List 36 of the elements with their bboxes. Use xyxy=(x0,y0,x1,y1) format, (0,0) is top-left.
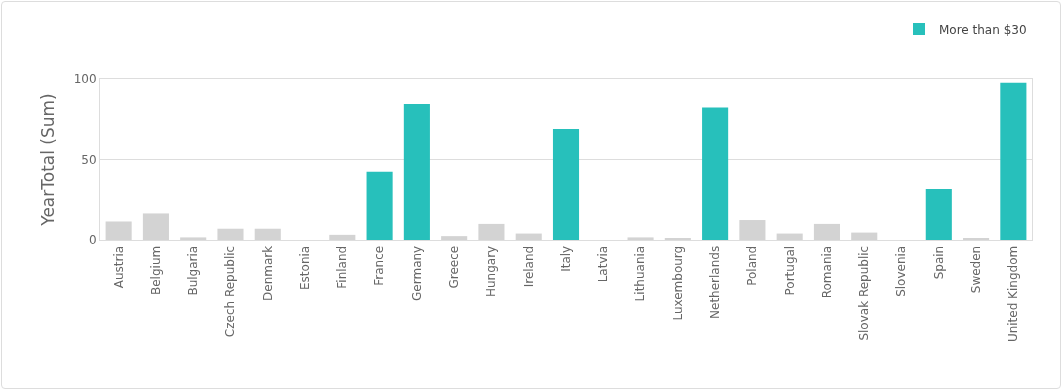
bar xyxy=(403,103,430,240)
x-tick-label: Denmark xyxy=(260,245,275,301)
x-tick-label: Sweden xyxy=(968,245,983,294)
x-tick-label: Romania xyxy=(819,245,834,299)
y-tick-label: 0 xyxy=(88,233,97,248)
x-tick-label: Netherlands xyxy=(708,245,723,319)
x-tick-label: Ireland xyxy=(521,245,536,288)
x-tick-label: Greece xyxy=(447,245,462,289)
x-tick-label: United Kingdom xyxy=(1006,245,1021,343)
x-tick-label: Luxembourg xyxy=(670,245,685,321)
y-tick-label: 100 xyxy=(73,72,97,87)
x-tick-label: France xyxy=(372,245,387,286)
bar xyxy=(366,171,393,240)
bar xyxy=(925,188,952,240)
legend-label: More than $30 xyxy=(939,22,1027,37)
x-tick-label: Bulgaria xyxy=(186,245,201,296)
x-tick-label: Slovak Republic xyxy=(857,245,872,341)
x-tick-label: Estonia xyxy=(297,245,312,290)
x-tick-label: Portugal xyxy=(782,245,797,296)
bar xyxy=(702,107,729,240)
x-tick-label: Belgium xyxy=(148,245,163,295)
x-tick-label: Slovenia xyxy=(894,245,909,297)
x-tick-label: Italy xyxy=(558,245,573,272)
x-tick-label: Czech Republic xyxy=(223,245,238,338)
x-tick-label: Poland xyxy=(745,245,760,286)
x-tick-label: Germany xyxy=(409,245,424,301)
bar xyxy=(552,129,580,240)
y-axis-title: YearTotal (Sum) xyxy=(38,93,59,227)
x-tick-label: Austria xyxy=(111,245,126,289)
x-tick-label: Hungary xyxy=(484,245,499,298)
x-tick-label: Latvia xyxy=(596,245,611,283)
x-tick-label: Lithuania xyxy=(633,245,648,302)
bar xyxy=(1000,82,1027,240)
y-tick-label: 50 xyxy=(81,152,97,167)
x-tick-label: Spain xyxy=(931,245,946,280)
x-tick-label: Finland xyxy=(335,245,350,289)
